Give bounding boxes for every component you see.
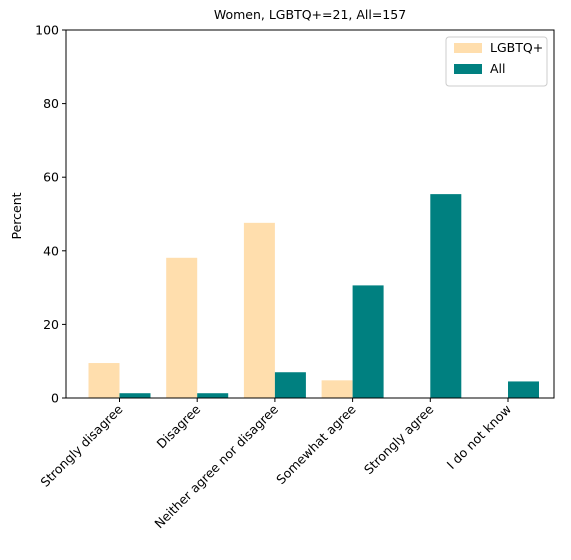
x-tick-label-5: I do not know <box>444 402 515 473</box>
bar-all-4 <box>430 194 462 398</box>
bar-all-5 <box>508 381 539 398</box>
bar-all-2 <box>274 372 306 398</box>
legend-swatch-lgbtq <box>454 43 482 53</box>
bar-all-0 <box>119 393 151 398</box>
legend-label-lgbtq: LGBTQ+ <box>490 40 543 55</box>
y-tick-label-1: 20 <box>43 317 59 332</box>
legend-label-all: All <box>490 61 506 76</box>
y-tick-label-2: 40 <box>43 243 59 258</box>
x-tick-label-2: Neither agree nor disagree <box>151 401 281 531</box>
bar-lgbtq-0 <box>88 363 120 398</box>
bars-layer <box>88 194 539 398</box>
bar-all-1 <box>197 393 229 398</box>
y-tick-label-3: 60 <box>43 170 59 185</box>
y-axis: 0 20 40 60 80 100 <box>35 23 66 406</box>
y-tick-label-5: 100 <box>35 23 59 38</box>
y-tick-label-0: 0 <box>51 391 59 406</box>
x-tick-label-0: Strongly disagree <box>37 401 125 489</box>
y-axis-label: Percent <box>9 192 24 239</box>
legend: LGBTQ+ All <box>445 36 548 87</box>
y-tick-label-4: 80 <box>43 96 59 111</box>
plot-frame <box>65 29 555 399</box>
x-tick-label-3: Somewhat agree <box>273 401 359 487</box>
x-tick-label-4: Strongly agree <box>361 401 437 477</box>
bar-lgbtq-1 <box>166 257 198 398</box>
legend-swatch-all <box>454 64 482 74</box>
bar-all-3 <box>352 285 384 398</box>
chart-title: Women, LGBTQ+=21, All=157 <box>214 7 406 22</box>
x-tick-label-1: Disagree <box>154 401 204 451</box>
bar-lgbtq-2 <box>243 222 275 398</box>
bar-lgbtq-3 <box>321 380 353 398</box>
